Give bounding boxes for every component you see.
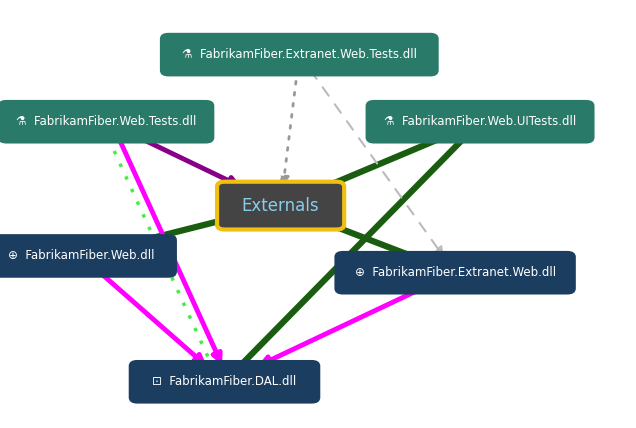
- Text: ⊡  FabrikamFiber.DAL.dll: ⊡ FabrikamFiber.DAL.dll: [153, 375, 296, 388]
- FancyBboxPatch shape: [366, 101, 593, 143]
- Text: ⚗  FabrikamFiber.Extranet.Web.Tests.dll: ⚗ FabrikamFiber.Extranet.Web.Tests.dll: [182, 48, 417, 61]
- FancyBboxPatch shape: [161, 34, 438, 75]
- Text: ⊕  FabrikamFiber.Web.dll: ⊕ FabrikamFiber.Web.dll: [8, 250, 155, 262]
- Text: ⚗  FabrikamFiber.Web.Tests.dll: ⚗ FabrikamFiber.Web.Tests.dll: [16, 115, 197, 128]
- FancyBboxPatch shape: [0, 101, 213, 143]
- Text: ⚗  FabrikamFiber.Web.UITests.dll: ⚗ FabrikamFiber.Web.UITests.dll: [384, 115, 576, 128]
- FancyBboxPatch shape: [335, 252, 575, 294]
- FancyBboxPatch shape: [130, 361, 319, 403]
- FancyBboxPatch shape: [0, 235, 176, 277]
- Text: Externals: Externals: [242, 196, 319, 214]
- Text: ⊕  FabrikamFiber.Extranet.Web.dll: ⊕ FabrikamFiber.Extranet.Web.dll: [354, 266, 556, 279]
- FancyBboxPatch shape: [217, 182, 344, 229]
